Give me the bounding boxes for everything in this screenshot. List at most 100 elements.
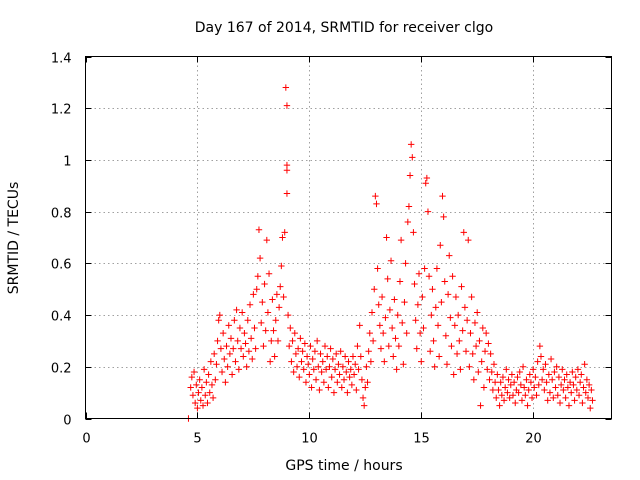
data-point [506, 394, 513, 402]
data-point [394, 311, 401, 319]
y-axis-label: SRMTID / TECUs [6, 182, 22, 295]
data-point [585, 381, 593, 389]
data-point [287, 324, 294, 332]
data-point [310, 366, 318, 373]
data-point [285, 342, 293, 350]
data-point [423, 174, 431, 182]
y-tick-label: 0.2 [51, 362, 72, 377]
data-point [263, 236, 271, 244]
data-point [419, 293, 426, 301]
data-point [348, 381, 356, 389]
data-point [488, 368, 495, 376]
data-point [468, 293, 475, 301]
data-point [302, 379, 310, 386]
data-point [316, 386, 323, 394]
data-point [335, 361, 342, 368]
x-tick-label: 15 [413, 432, 430, 447]
data-point [217, 345, 225, 352]
data-point [345, 358, 352, 365]
data-point [225, 322, 232, 329]
data-point [357, 353, 365, 360]
data-point [413, 345, 420, 352]
data-point [307, 342, 314, 350]
data-point [219, 329, 227, 337]
data-point [356, 322, 363, 329]
data-point [461, 304, 469, 311]
data-point [551, 368, 558, 376]
data-point [487, 350, 494, 358]
data-point [312, 376, 320, 383]
data-point [256, 254, 264, 262]
data-point [195, 389, 202, 396]
data-point [589, 397, 596, 404]
data-point [517, 381, 525, 389]
data-point [255, 226, 263, 233]
data-point [378, 293, 386, 301]
x-tick-labels: 0 5 10 15 20 [82, 432, 541, 447]
data-point [329, 355, 337, 363]
data-point [320, 379, 328, 386]
data-point [305, 361, 312, 368]
data-point [254, 273, 262, 280]
data-point [396, 278, 404, 285]
data-point [341, 353, 349, 360]
x-tick-label: 5 [193, 432, 201, 447]
data-point [548, 376, 556, 383]
data-point [480, 384, 488, 391]
data-point [218, 368, 226, 376]
data-point [533, 392, 540, 399]
data-point [439, 192, 446, 200]
data-point [200, 366, 208, 373]
data-point [212, 376, 219, 383]
data-point [431, 363, 438, 370]
data-point [535, 381, 542, 389]
data-point [400, 361, 407, 368]
data-point [224, 363, 231, 370]
data-point [353, 386, 360, 394]
data-point [523, 376, 530, 383]
data-point [202, 392, 209, 399]
data-point [573, 386, 581, 394]
data-point [416, 329, 424, 337]
data-point [537, 353, 545, 360]
data-point [308, 384, 315, 391]
data-point [283, 102, 291, 109]
data-point [191, 399, 199, 407]
data-point [587, 404, 594, 412]
data-point [301, 340, 309, 347]
data-point [429, 286, 436, 293]
data-point [379, 329, 387, 337]
data-point [493, 394, 500, 402]
data-point [470, 376, 478, 383]
data-point [584, 394, 592, 402]
data-point [477, 402, 484, 409]
data-point [555, 373, 563, 381]
data-point [280, 293, 287, 301]
data-point [484, 366, 491, 373]
data-point [249, 355, 256, 363]
data-point [214, 337, 221, 345]
data-point [264, 309, 272, 316]
data-point [411, 280, 418, 288]
data-point [443, 361, 451, 368]
data-point [222, 379, 229, 386]
data-point [226, 350, 234, 358]
data-point [449, 273, 456, 280]
data-point [363, 363, 370, 370]
data-point [479, 324, 486, 332]
data-point [344, 389, 351, 396]
data-point [272, 317, 279, 324]
data-point [452, 293, 460, 301]
data-point [403, 329, 410, 337]
data-point [236, 324, 244, 332]
data-point [526, 371, 534, 378]
data-point [187, 384, 194, 391]
data-point [359, 394, 367, 402]
data-point [332, 350, 340, 358]
data-point [299, 348, 306, 355]
data-point [450, 371, 457, 378]
data-point [193, 381, 200, 389]
y-tick-label: 0.8 [51, 207, 72, 222]
data-point [189, 392, 197, 399]
